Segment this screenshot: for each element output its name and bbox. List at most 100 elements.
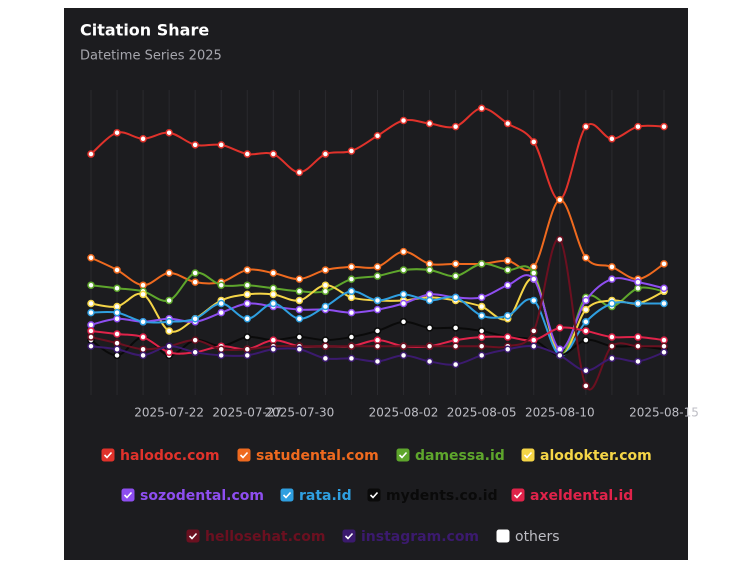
data-point [87,281,95,289]
data-point [399,351,408,360]
data-point [425,324,434,332]
data-point [582,327,590,335]
data-point [347,342,356,350]
data-point [191,315,199,323]
data-point [321,281,330,289]
data-point [295,275,304,283]
legend-item[interactable]: sozodental.com [121,488,264,504]
legend-check [103,451,113,459]
data-point [373,272,382,280]
legend-item[interactable]: damessa.id [396,448,505,464]
data-point [243,315,252,323]
data-point [399,290,408,299]
data-point [399,299,408,308]
data-point [634,333,642,341]
data-point [425,266,434,274]
data-point [425,260,434,268]
data-point [451,342,460,350]
data-point [425,342,434,350]
data-point [139,281,147,289]
data-point [608,342,616,350]
data-point [373,342,382,350]
data-point [373,296,382,305]
data-point [87,299,95,308]
data-point [582,366,590,375]
data-point [87,150,95,158]
legend-item[interactable]: instagram.com [342,529,479,545]
data-point [165,296,173,305]
data-point [243,333,252,341]
legend-check [398,451,408,459]
legend-check [369,491,379,499]
legend-item[interactable]: alodokter.com [521,448,652,464]
data-point [191,269,199,277]
data-point [399,318,408,326]
data-point [321,150,330,158]
data-point [477,302,486,311]
data-point [451,122,460,131]
data-point [582,305,590,314]
data-point [556,351,564,360]
data-point [556,196,564,204]
data-point [165,128,173,137]
data-point [347,333,356,341]
data-point [477,104,486,113]
data-point [477,351,486,360]
legend-checkbox [511,488,525,502]
legend-checkbox [121,488,135,502]
data-point [347,263,356,271]
data-point [608,135,616,143]
legend-item[interactable]: mydents.co.id [367,488,498,504]
legend-item[interactable]: halodoc.com [101,448,220,464]
data-point [139,333,147,341]
data-point [582,254,590,262]
chart-subtitle: Datetime Series 2025 [80,49,222,64]
legend-check [282,491,292,499]
x-tick-label: 2025-08-15 [629,406,699,420]
data-point [582,336,590,344]
data-point [269,284,278,292]
data-point [373,357,382,366]
data-point [139,135,147,143]
data-point [113,302,121,311]
data-point [582,382,590,390]
legend-item[interactable]: satudental.com [237,448,379,464]
legend-item[interactable]: others [496,529,560,545]
series [87,104,668,204]
data-point [295,333,304,341]
data-point [87,327,95,335]
data-point [373,263,382,271]
legend-label: satudental.com [256,448,379,464]
data-point [477,327,486,335]
x-tick-label: 2025-08-02 [369,406,439,420]
data-point [321,336,330,344]
legend-checkbox [521,448,535,462]
data-point [530,296,538,305]
legend-checkbox [342,529,356,543]
data-point [530,327,538,335]
data-point [399,266,408,274]
data-point [217,308,225,317]
legend-label: damessa.id [415,448,505,464]
data-point [608,275,616,283]
data-point [660,336,668,344]
legend-label: instagram.com [361,529,479,545]
data-point [165,269,173,277]
data-point [87,308,95,317]
x-tick-label: 2025-08-10 [525,406,595,420]
data-point [243,351,252,360]
data-point [87,321,95,329]
data-point [321,266,330,274]
data-point [87,333,95,341]
data-point [295,296,304,305]
data-point [295,315,304,323]
legend-check [344,532,354,540]
legend-item[interactable]: axeldental.id [511,488,633,504]
legend-check [239,451,249,459]
legend-item[interactable]: rata.id [280,488,352,504]
legend-item[interactable]: hellosehat.com [186,529,325,545]
data-point [191,278,199,286]
data-point [477,293,486,302]
data-point [243,281,252,289]
